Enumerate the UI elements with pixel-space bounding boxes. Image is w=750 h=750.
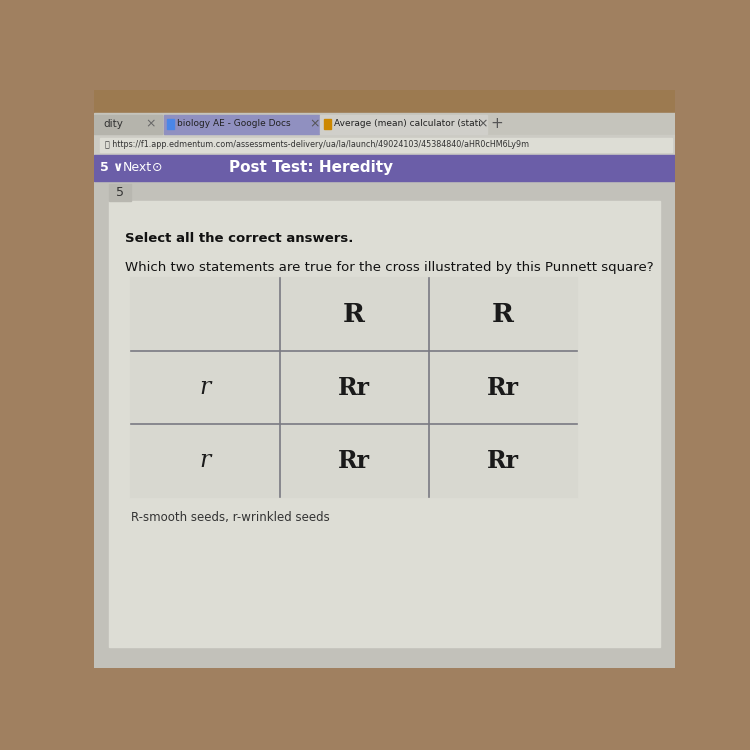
Bar bbox=[94, 113, 675, 135]
Bar bbox=[94, 90, 675, 113]
Text: Rr: Rr bbox=[338, 448, 370, 472]
Text: Which two statements are true for the cross illustrated by this Punnett square?: Which two statements are true for the cr… bbox=[124, 261, 653, 274]
Text: Next: Next bbox=[123, 161, 152, 174]
Bar bbox=[94, 154, 675, 181]
Text: r: r bbox=[200, 376, 211, 399]
Text: Average (mean) calculator (stati: Average (mean) calculator (stati bbox=[334, 119, 481, 128]
Bar bbox=[320, 115, 487, 134]
Text: ×: × bbox=[477, 118, 488, 130]
Text: r: r bbox=[200, 449, 211, 472]
Bar bbox=[94, 135, 675, 154]
Bar bbox=[110, 201, 659, 647]
Bar bbox=[100, 138, 672, 152]
Bar bbox=[94, 115, 162, 134]
Text: ⊙: ⊙ bbox=[152, 161, 162, 174]
Text: 5: 5 bbox=[116, 186, 124, 199]
Text: +: + bbox=[490, 116, 503, 131]
Bar bbox=[167, 119, 174, 128]
Text: Select all the correct answers.: Select all the correct answers. bbox=[124, 232, 353, 244]
Text: R: R bbox=[492, 302, 514, 327]
Text: dity: dity bbox=[103, 119, 123, 129]
Text: Post Test: Heredity: Post Test: Heredity bbox=[230, 160, 394, 176]
Text: biology AE - Google Docs: biology AE - Google Docs bbox=[178, 119, 291, 128]
Bar bbox=[131, 278, 578, 497]
Text: ×: × bbox=[309, 118, 320, 130]
Text: 🔒 https://f1.app.edmentum.com/assessments-delivery/ua/la/launch/49024103/4538484: 🔒 https://f1.app.edmentum.com/assessment… bbox=[104, 140, 529, 149]
Bar bbox=[324, 119, 331, 128]
Bar bbox=[110, 184, 131, 201]
Bar bbox=[94, 181, 675, 668]
Text: ×: × bbox=[145, 118, 155, 130]
Text: R: R bbox=[344, 302, 365, 327]
Bar bbox=[164, 115, 319, 134]
Text: 5 ∨: 5 ∨ bbox=[100, 161, 123, 174]
Text: Rr: Rr bbox=[338, 376, 370, 400]
Text: R-smooth seeds, r-wrinkled seeds: R-smooth seeds, r-wrinkled seeds bbox=[131, 512, 330, 524]
Text: Rr: Rr bbox=[487, 376, 519, 400]
Text: Rr: Rr bbox=[487, 448, 519, 472]
